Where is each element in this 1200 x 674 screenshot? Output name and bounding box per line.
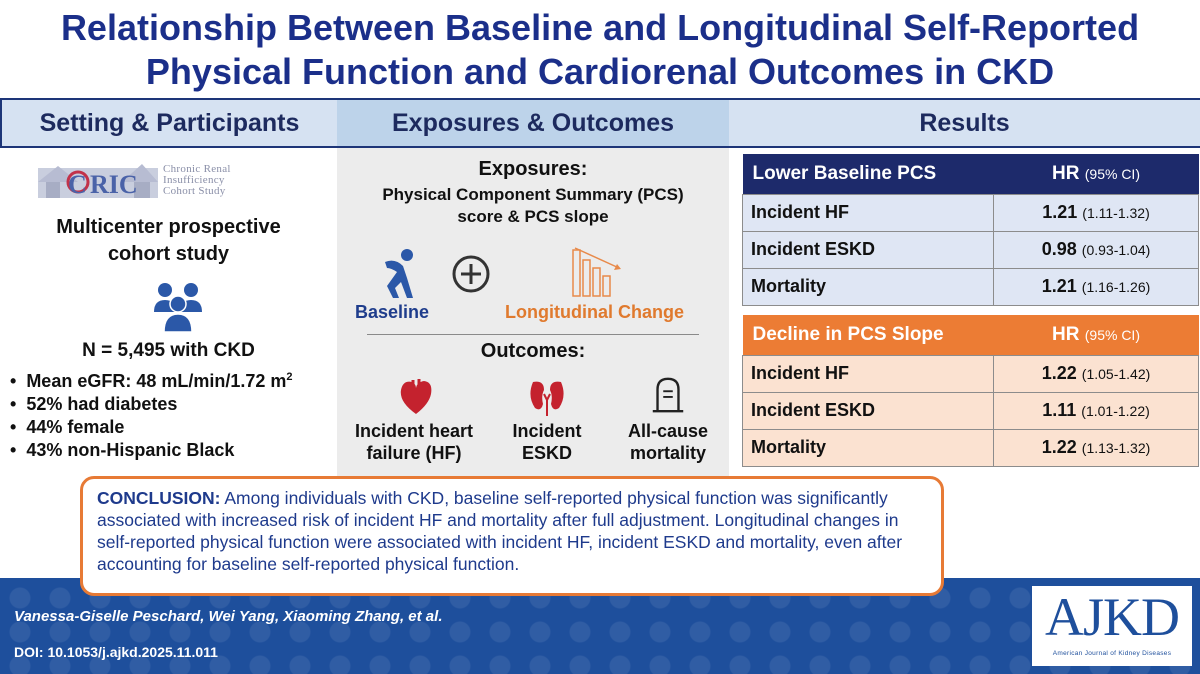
outcome-mortality-line-2: mortality: [629, 443, 707, 463]
table-row: Incident HF 1.21 (1.11-1.32): [742, 193, 1199, 232]
hr-cell: 1.22 (1.05-1.42): [993, 354, 1199, 393]
cric-name-line-2: Insufficiency: [163, 174, 225, 186]
exposures-desc-line-1: Physical Component Summary (PCS): [382, 185, 684, 204]
outcomes-title: Outcomes:: [480, 340, 586, 362]
outcome-hf-label: Incident heart failure (HF): [341, 420, 487, 464]
declining-bars-icon: [572, 247, 621, 297]
table-header-label: Decline in PCS Slope: [742, 315, 994, 355]
outcome-cell: Mortality: [742, 267, 994, 306]
cric-logo: RIC C: [38, 164, 158, 199]
bullet-diabetes: 52% had diabetes: [10, 393, 293, 416]
outcome-hf-line-1: Incident heart: [354, 421, 474, 441]
table-header-row: Decline in PCS Slope HR (95% CI): [742, 315, 1199, 355]
outcome-cell: Incident ESKD: [742, 230, 994, 269]
exposures-description: Physical Component Summary (PCS) score &…: [337, 184, 729, 228]
hr-cell: 1.11 (1.01-1.22): [993, 391, 1199, 430]
exposures-desc-line-2: score & PCS slope: [457, 207, 609, 226]
hr-cell: 1.21 (1.16-1.26): [993, 267, 1199, 306]
kidney-icon: [530, 381, 564, 416]
gravestone-icon: [652, 377, 684, 413]
outcome-cell: Mortality: [742, 428, 994, 467]
exposure-icons: [337, 244, 729, 304]
section-header-row: Setting & Participants Exposures & Outco…: [0, 98, 1200, 148]
longitudinal-label: Longitudinal Change: [505, 302, 684, 322]
study-design-line-1: Multicenter prospective: [56, 216, 281, 238]
sample-size: N = 5,495 with CKD: [82, 340, 255, 361]
hr-cell: 0.98 (0.93-1.04): [993, 230, 1199, 269]
title-line-1: Relationship Between Baseline and Longit…: [60, 7, 1140, 48]
baseline-pcs-table: Lower Baseline PCS HR (95% CI) Incident …: [742, 154, 1199, 306]
exposures-panel: Exposures: Physical Component Summary (P…: [337, 148, 729, 478]
pcs-slope-table: Decline in PCS Slope HR (95% CI) Inciden…: [742, 315, 1199, 467]
conclusion-box: CONCLUSION: Among individuals with CKD, …: [80, 476, 944, 596]
ajkd-logo: AJKD American Journal of Kidney Diseases: [1032, 586, 1192, 666]
title-line-2: Physical Function and Cardiorenal Outcom…: [145, 51, 1055, 92]
study-design: Multicenter prospective cohort study: [0, 214, 337, 268]
hr-cell: 1.21 (1.11-1.32): [993, 193, 1199, 232]
outcome-hf-line-2: failure (HF): [366, 443, 462, 463]
setting-panel: RIC C Chronic Renal Insufficiency Cohort…: [0, 148, 337, 478]
bullet-black: 43% non-Hispanic Black: [10, 439, 293, 462]
bullet-female: 44% female: [10, 416, 293, 439]
outcome-cell: Incident HF: [742, 354, 994, 393]
table-row: Incident ESKD 0.98 (0.93-1.04): [742, 230, 1199, 269]
exposures-header: Exposures & Outcomes: [337, 98, 729, 148]
stretching-person-icon: [385, 249, 413, 298]
outcome-eskd-line-2: ESKD: [521, 443, 572, 463]
table-row: Incident HF 1.22 (1.05-1.42): [742, 354, 1199, 393]
outcome-mortality-line-1: All-cause: [627, 421, 709, 441]
exposures-title: Exposures:: [478, 158, 588, 180]
plus-circle-icon: [452, 255, 490, 293]
authors: Vanessa-Giselle Peschard, Wei Yang, Xiao…: [14, 608, 443, 625]
exposures-divider: [367, 334, 699, 335]
table-row: Incident ESKD 1.11 (1.01-1.22): [742, 391, 1199, 430]
page-title: Relationship Between Baseline and Longit…: [0, 6, 1200, 94]
conclusion-lead: CONCLUSION:: [97, 488, 221, 508]
table-header-row: Lower Baseline PCS HR (95% CI): [742, 154, 1199, 194]
ajkd-logo-text: AJKD: [1044, 587, 1180, 647]
table-header-hr: HR (95% CI): [993, 154, 1199, 194]
svg-text:C: C: [68, 170, 87, 199]
heart-icon: [400, 379, 432, 414]
table-header-hr: HR (95% CI): [993, 315, 1199, 355]
people-icon: [154, 283, 202, 332]
baseline-label: Baseline: [355, 302, 430, 322]
participant-bullets: Mean eGFR: 48 mL/min/1.72 m2 52% had dia…: [10, 366, 293, 462]
results-panel: Lower Baseline PCS HR (95% CI) Incident …: [729, 148, 1200, 478]
outcome-eskd-label: Incident ESKD: [497, 420, 597, 464]
setting-header: Setting & Participants: [0, 98, 337, 148]
cric-name-line-3: Cohort Study: [163, 185, 226, 197]
conclusion-text: Among individuals with CKD, baseline sel…: [97, 488, 903, 574]
doi: DOI: 10.1053/j.ajkd.2025.11.011: [14, 644, 218, 660]
svg-text:RIC: RIC: [90, 170, 138, 199]
cric-name-line-1: Chronic Renal: [163, 163, 231, 175]
ajkd-journal-name: American Journal of Kidney Diseases: [1052, 650, 1172, 657]
table-row: Mortality 1.21 (1.16-1.26): [742, 267, 1199, 306]
outcome-eskd-line-1: Incident: [512, 421, 582, 441]
table-row: Mortality 1.22 (1.13-1.32): [742, 428, 1199, 467]
outcome-cell: Incident HF: [742, 193, 994, 232]
results-header: Results: [729, 98, 1200, 148]
table-header-label: Lower Baseline PCS: [742, 154, 994, 194]
hr-cell: 1.22 (1.13-1.32): [993, 428, 1199, 467]
study-design-line-2: cohort study: [107, 243, 230, 265]
outcome-cell: Incident ESKD: [742, 391, 994, 430]
outcome-mortality-label: All-cause mortality: [613, 420, 723, 464]
bullet-egfr: Mean eGFR: 48 mL/min/1.72 m2: [10, 366, 292, 393]
cric-name: Chronic Renal Insufficiency Cohort Study: [163, 164, 231, 197]
